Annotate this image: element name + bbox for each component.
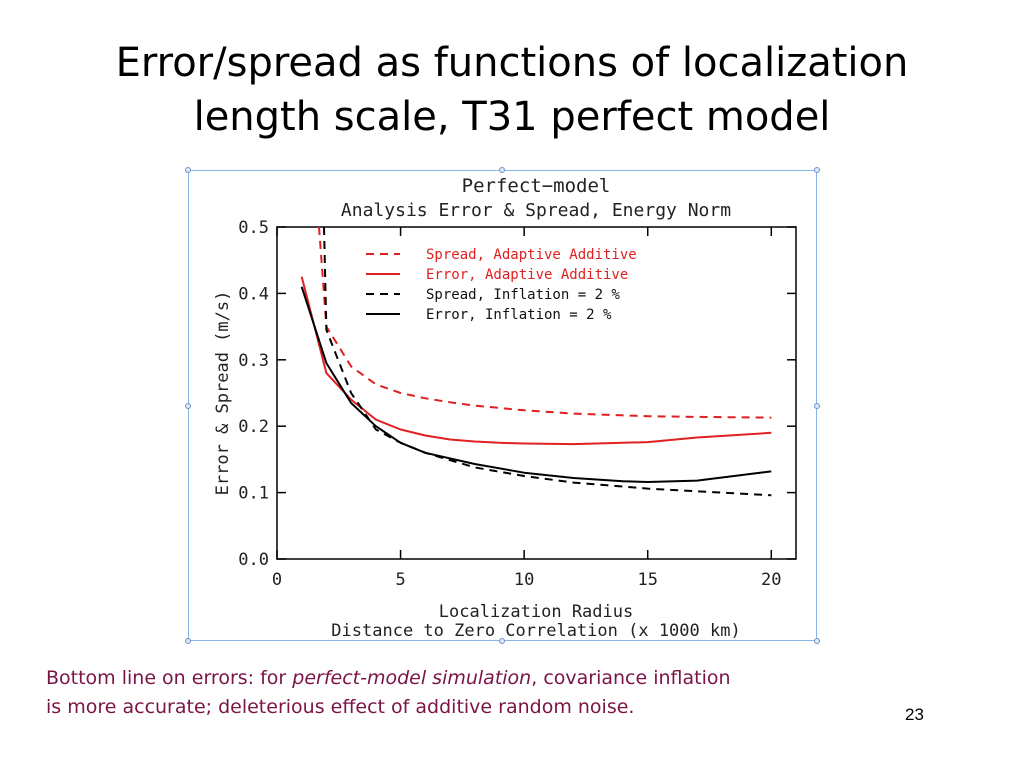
resize-handle-top-right[interactable] [814,167,820,173]
x-tick-label: 10 [514,570,534,590]
legend-label-1: Spread, Adaptive Additive [426,247,637,263]
legend-label-4: Error, Inflation = 2 % [426,307,612,323]
resize-handle-middle-left[interactable] [185,403,191,409]
x-tick-label: 5 [395,570,405,590]
series-lines [300,226,772,497]
x-tick-label: 20 [761,570,781,590]
y-tick-label: 0.2 [238,417,269,437]
resize-handle-middle-right[interactable] [814,403,820,409]
series-line-3 [323,226,772,497]
y-tick-label: 0.5 [238,218,269,238]
x-tick-label: 15 [637,570,657,590]
slide-title: Error/spread as functions of localizatio… [0,36,1024,144]
resize-handle-top-center[interactable] [499,167,505,173]
y-tick-label: 0.4 [238,284,269,304]
x-axis-label-secondary: Distance to Zero Correlation (x 1000 km) [331,621,740,641]
legend-label-2: Error, Adaptive Additive [426,267,628,283]
series-line-2 [300,276,772,446]
x-axis: 0 5 10 15 20 [272,227,782,590]
y-axis-label: Error & Spread (m/s) [213,291,233,496]
legend-label-3: Spread, Inflation = 2 % [426,287,620,303]
y-tick-label: 0.1 [238,484,269,504]
page-number: 23 [905,705,924,724]
resize-handle-bottom-center[interactable] [499,638,505,644]
series-line-4 [300,286,772,483]
slide-caption: Bottom line on errors: for perfect-model… [46,664,896,722]
resize-handle-bottom-right[interactable] [814,638,820,644]
caption-text-1: Bottom line on errors: for [46,667,293,689]
y-axis: 0.0 0.1 0.2 0.3 0.4 0.5 [238,218,796,570]
slide-title-line-2: length scale, T31 perfect model [193,94,831,140]
caption-text-2: , covariance inflation [531,667,731,689]
y-tick-label: 0.0 [238,550,269,570]
x-axis-label: Localization Radius [439,602,633,622]
resize-handle-bottom-left[interactable] [185,638,191,644]
caption-text-3: is more accurate; deleterious effect of … [46,696,635,718]
caption-emphasis: perfect-model simulation [292,667,532,689]
x-tick-label: 0 [272,570,282,590]
resize-handle-top-left[interactable] [185,167,191,173]
chart-subtitle: Analysis Error & Spread, Energy Norm [341,200,731,221]
line-chart: Perfect−model Analysis Error & Spread, E… [213,175,797,641]
slide-title-line-1: Error/spread as functions of localizatio… [115,40,909,86]
legend: Spread, Adaptive Additive Error, Adaptive… [366,247,637,323]
y-tick-label: 0.3 [238,351,269,371]
chart-title: Perfect−model [462,175,611,197]
series-line-1 [318,226,772,419]
plot-area [276,226,797,560]
